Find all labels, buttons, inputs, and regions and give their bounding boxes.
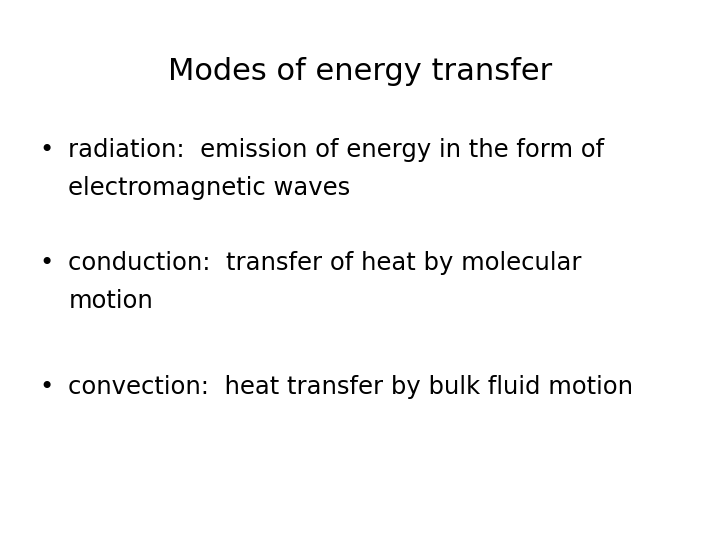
- Text: Modes of energy transfer: Modes of energy transfer: [168, 57, 552, 86]
- Text: conduction:  transfer of heat by molecular: conduction: transfer of heat by molecula…: [68, 251, 582, 275]
- Text: •: •: [40, 251, 54, 275]
- Text: •: •: [40, 138, 54, 161]
- Text: radiation:  emission of energy in the form of: radiation: emission of energy in the for…: [68, 138, 605, 161]
- Text: motion: motion: [68, 289, 153, 313]
- Text: convection:  heat transfer by bulk fluid motion: convection: heat transfer by bulk fluid …: [68, 375, 634, 399]
- Text: •: •: [40, 375, 54, 399]
- Text: electromagnetic waves: electromagnetic waves: [68, 176, 351, 199]
